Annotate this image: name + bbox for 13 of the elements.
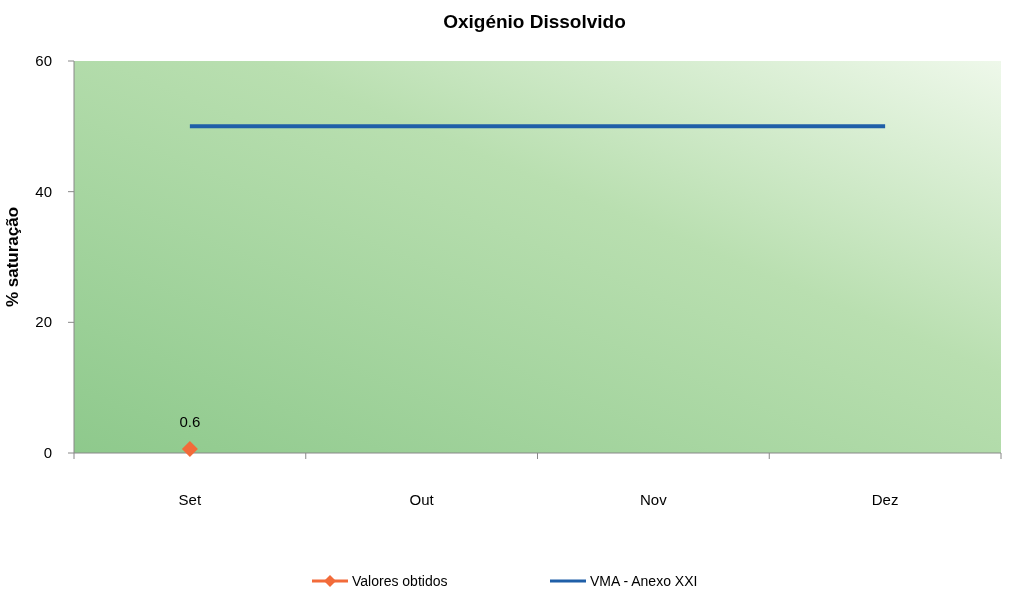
x-tick-label: Dez — [871, 491, 899, 508]
x-tick-label: Out — [409, 491, 435, 508]
x-tick-label: Set — [178, 491, 202, 508]
legend-label: VMA - Anexo XXI — [590, 573, 698, 589]
x-tick-label: Nov — [640, 491, 668, 508]
data-label: 0.6 — [179, 413, 201, 431]
legend-label: Valores obtidos — [352, 573, 448, 589]
y-tick-label: 20 — [35, 313, 52, 331]
y-tick-label: 40 — [35, 182, 52, 200]
y-tick-label: 60 — [35, 52, 52, 69]
y-axis-title: % saturação — [3, 206, 22, 308]
chart-title: Oxigénio Dissolvido — [443, 11, 626, 32]
y-tick-label: 0 — [43, 444, 52, 461]
